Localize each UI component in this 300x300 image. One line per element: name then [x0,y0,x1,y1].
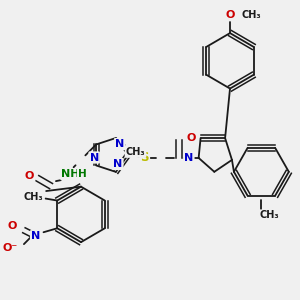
Text: CH₃: CH₃ [24,192,44,202]
Text: N: N [31,231,40,241]
Text: CH₃: CH₃ [260,210,279,220]
Text: H: H [78,169,87,179]
Text: CH₃: CH₃ [126,147,145,157]
Text: O⁻: O⁻ [3,243,18,253]
Text: O: O [25,171,34,181]
Text: N: N [184,153,194,163]
Text: O: O [8,221,17,231]
Text: NH: NH [61,169,80,179]
Text: O: O [186,133,196,143]
Text: N: N [115,139,124,149]
Text: O: O [225,10,235,20]
Text: N: N [113,159,122,169]
Text: N: N [90,152,99,163]
Text: N: N [186,133,195,143]
Text: CH₃: CH₃ [242,10,261,20]
Text: S: S [140,152,149,164]
